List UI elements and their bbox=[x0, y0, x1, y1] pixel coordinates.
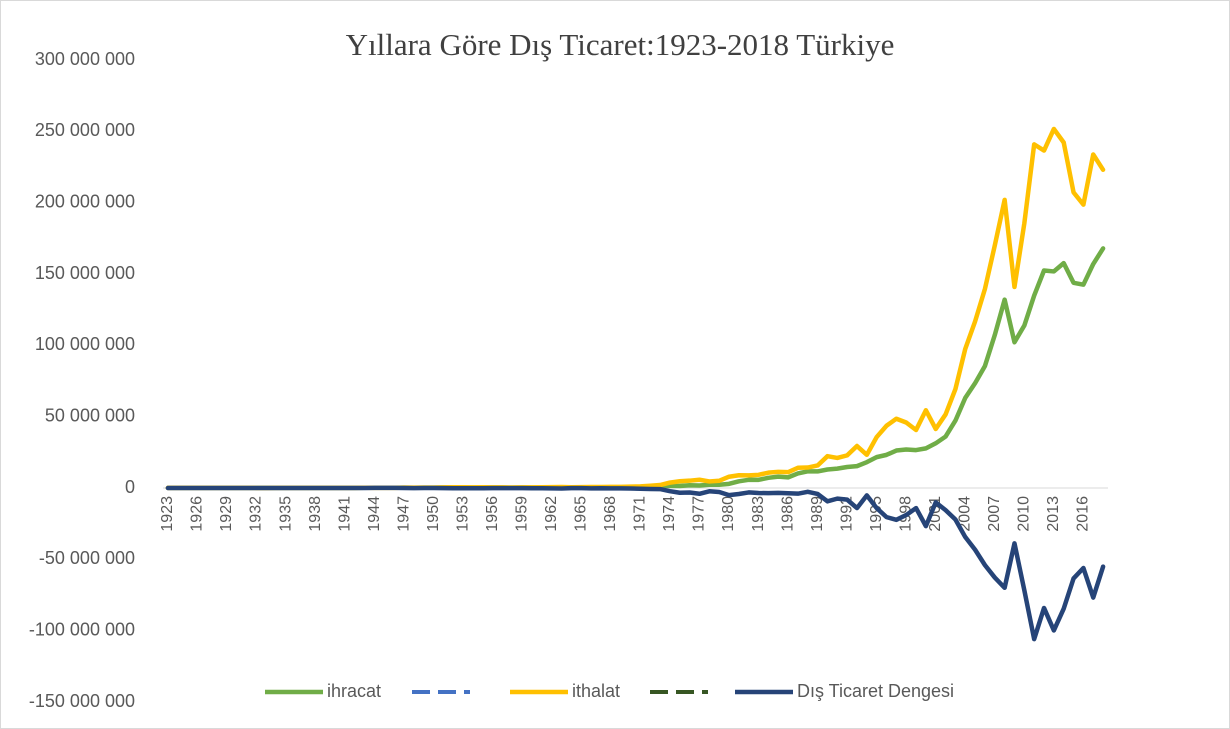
x-tick-label: 2007 bbox=[986, 496, 1003, 532]
y-tick-label: 150 000 000 bbox=[35, 263, 135, 283]
legend-label: Dış Ticaret Dengesi bbox=[797, 681, 954, 701]
y-tick-label: 50 000 000 bbox=[45, 405, 135, 425]
legend-label: ithalat bbox=[572, 681, 620, 701]
x-tick-label: 1932 bbox=[248, 496, 265, 532]
x-tick-label: 2013 bbox=[1045, 496, 1062, 532]
x-tick-label: 2010 bbox=[1016, 496, 1033, 532]
x-tick-label: 1968 bbox=[602, 496, 619, 532]
y-tick-label: -50 000 000 bbox=[39, 548, 135, 568]
x-tick-label: 1923 bbox=[159, 496, 176, 532]
x-tick-label: 1980 bbox=[720, 496, 737, 532]
x-tick-label: 1947 bbox=[395, 496, 412, 532]
x-tick-label: 1926 bbox=[189, 496, 206, 532]
x-tick-label: 1983 bbox=[750, 496, 767, 532]
y-tick-label: 200 000 000 bbox=[35, 191, 135, 211]
x-tick-label: 2016 bbox=[1075, 496, 1092, 532]
legend-label: ihracat bbox=[327, 681, 381, 701]
x-tick-label: 1929 bbox=[218, 496, 235, 532]
y-tick-label: -100 000 000 bbox=[29, 619, 135, 639]
x-tick-label: 1989 bbox=[809, 496, 826, 532]
x-tick-label: 1965 bbox=[573, 496, 590, 532]
x-tick-label: 2004 bbox=[956, 496, 973, 532]
y-tick-label: 0 bbox=[125, 477, 135, 497]
y-tick-label: -150 000 000 bbox=[29, 691, 135, 711]
y-tick-label: 100 000 000 bbox=[35, 334, 135, 354]
x-tick-label: 1953 bbox=[454, 496, 471, 532]
x-tick-label: 1959 bbox=[514, 496, 531, 532]
x-tick-label: 1971 bbox=[632, 496, 649, 532]
x-tick-label: 1944 bbox=[366, 496, 383, 532]
line-series bbox=[165, 485, 1106, 642]
x-tick-label: 1935 bbox=[277, 496, 294, 532]
x-tick-label: 1974 bbox=[661, 496, 678, 532]
x-tick-label: 1950 bbox=[425, 496, 442, 532]
x-tick-label: 1977 bbox=[691, 496, 708, 532]
chart-title: Yıllara Göre Dış Ticaret:1923-2018 Türki… bbox=[346, 27, 895, 62]
x-tick-label: 1941 bbox=[336, 496, 353, 532]
x-tick-label: 1986 bbox=[779, 496, 796, 532]
x-tick-label: 1956 bbox=[484, 496, 501, 532]
y-tick-label: 300 000 000 bbox=[35, 49, 135, 69]
y-tick-label: 250 000 000 bbox=[35, 120, 135, 140]
x-tick-label: 1962 bbox=[543, 496, 560, 532]
x-tick-label: 1938 bbox=[307, 496, 324, 532]
